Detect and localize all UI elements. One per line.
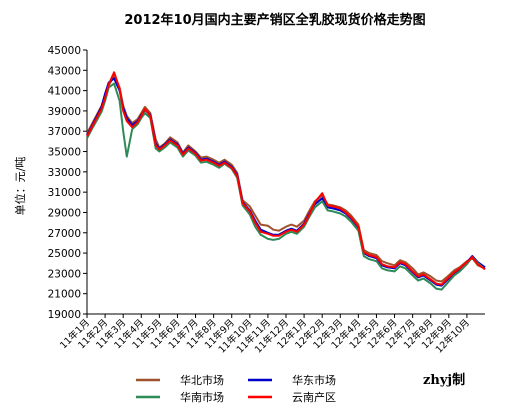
y-tick-label: 41000: [48, 86, 81, 98]
chart-title: 2012年10月国内主要产销区全乳胶现货价格走势图: [124, 12, 425, 28]
series-line-2: [86, 82, 486, 291]
y-tick-label: 39000: [48, 106, 81, 118]
y-axis-label: 单位：元/吨: [13, 157, 27, 216]
y-tick-label: 37000: [48, 126, 81, 138]
legend-label: 华南市场: [180, 390, 224, 404]
y-tick-label: 19000: [48, 309, 81, 321]
y-tick-label: 21000: [48, 289, 81, 301]
y-tick-label: 25000: [48, 248, 81, 260]
series-line-3: [86, 71, 486, 286]
credit-text: zhyj制: [423, 372, 465, 388]
axes: 19000 21000 23000 25000 27000 29000 31000 33000…: [48, 45, 485, 356]
series-line-0: [86, 74, 486, 283]
y-tick-label: 35000: [48, 147, 81, 159]
y-tick-label: 29000: [48, 207, 81, 219]
y-tick-label: 27000: [48, 228, 81, 240]
y-tick-label: 31000: [48, 187, 81, 199]
legend-label: 华东市场: [292, 373, 336, 387]
y-tick-label: 45000: [48, 45, 81, 57]
y-tick-label: 33000: [48, 167, 81, 179]
legend-label: 华北市场: [180, 373, 224, 387]
y-tick-label: 23000: [48, 268, 81, 280]
y-tick-label: 43000: [48, 65, 81, 77]
legend-label: 云南产区: [292, 390, 336, 404]
series-layer: [86, 71, 486, 291]
